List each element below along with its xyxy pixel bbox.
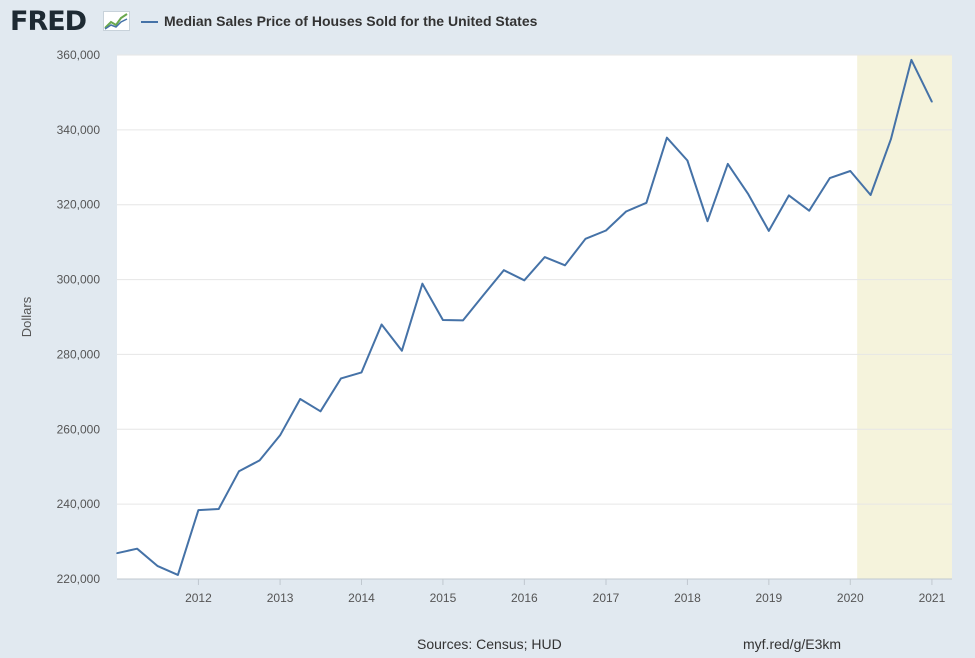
data-point <box>605 229 607 232</box>
plot-area <box>117 55 952 579</box>
data-point <box>258 459 261 462</box>
data-point <box>808 209 811 212</box>
short-link[interactable]: myf.red/g/E3km <box>743 636 842 652</box>
data-point <box>849 170 852 172</box>
data-point <box>442 319 444 321</box>
data-point <box>177 574 179 576</box>
x-tick-label: 2020 <box>837 591 864 605</box>
data-point <box>380 323 383 326</box>
y-axis-label: Dollars <box>19 296 34 337</box>
x-tick-label: 2021 <box>919 591 946 605</box>
fred-chart-icon <box>103 11 130 31</box>
data-point <box>869 194 872 196</box>
x-tick-label: 2018 <box>674 591 701 605</box>
sources-note: Sources: Census; HUD <box>417 636 562 652</box>
recession-shading <box>857 55 952 579</box>
x-tick-label: 2013 <box>267 591 294 605</box>
data-point <box>217 508 220 510</box>
data-point <box>462 319 464 322</box>
data-point <box>768 230 770 232</box>
data-point <box>360 371 363 374</box>
data-point <box>401 349 403 352</box>
y-tick-label: 280,000 <box>57 347 101 361</box>
y-tick-label: 340,000 <box>57 123 101 137</box>
data-point <box>136 547 138 550</box>
data-point <box>238 470 240 473</box>
x-tick-label: 2014 <box>348 591 375 605</box>
y-tick-label: 240,000 <box>57 497 101 511</box>
data-point <box>666 136 668 139</box>
data-point <box>299 398 301 400</box>
y-tick-label: 320,000 <box>57 198 101 212</box>
data-point <box>747 193 750 196</box>
fred-logo[interactable]: FRED <box>10 6 87 37</box>
data-point <box>340 377 342 380</box>
data-point <box>116 552 118 554</box>
data-point <box>197 509 200 511</box>
data-point <box>279 434 281 437</box>
chart-header: FRED Median Sales Price of Houses Sold f… <box>0 0 975 46</box>
y-tick-label: 260,000 <box>57 422 101 436</box>
x-tick-label: 2016 <box>511 591 538 605</box>
y-tick-label: 220,000 <box>57 572 101 586</box>
data-point <box>543 256 546 258</box>
data-point <box>564 264 566 267</box>
data-point <box>421 282 424 285</box>
data-point <box>503 269 505 272</box>
y-tick-label: 300,000 <box>57 273 101 287</box>
data-point <box>319 410 322 413</box>
data-point <box>727 163 729 165</box>
data-point <box>706 220 709 222</box>
x-tick-label: 2017 <box>593 591 620 605</box>
data-point <box>686 159 689 162</box>
data-point <box>156 565 159 567</box>
data-point <box>931 100 933 103</box>
data-point <box>890 138 892 141</box>
x-tick-label: 2012 <box>185 591 212 605</box>
y-tick-label: 360,000 <box>57 48 101 62</box>
data-point <box>645 202 648 204</box>
data-point <box>523 279 526 282</box>
data-point <box>828 177 831 179</box>
data-point <box>625 210 627 213</box>
legend-series-swatch <box>141 21 158 23</box>
x-tick-label: 2015 <box>430 591 457 605</box>
data-point <box>584 237 587 240</box>
data-point <box>482 294 485 297</box>
x-tick-label: 2019 <box>755 591 782 605</box>
data-point <box>910 59 913 61</box>
legend-series-label[interactable]: Median Sales Price of Houses Sold for th… <box>164 13 538 29</box>
data-point <box>788 194 790 197</box>
